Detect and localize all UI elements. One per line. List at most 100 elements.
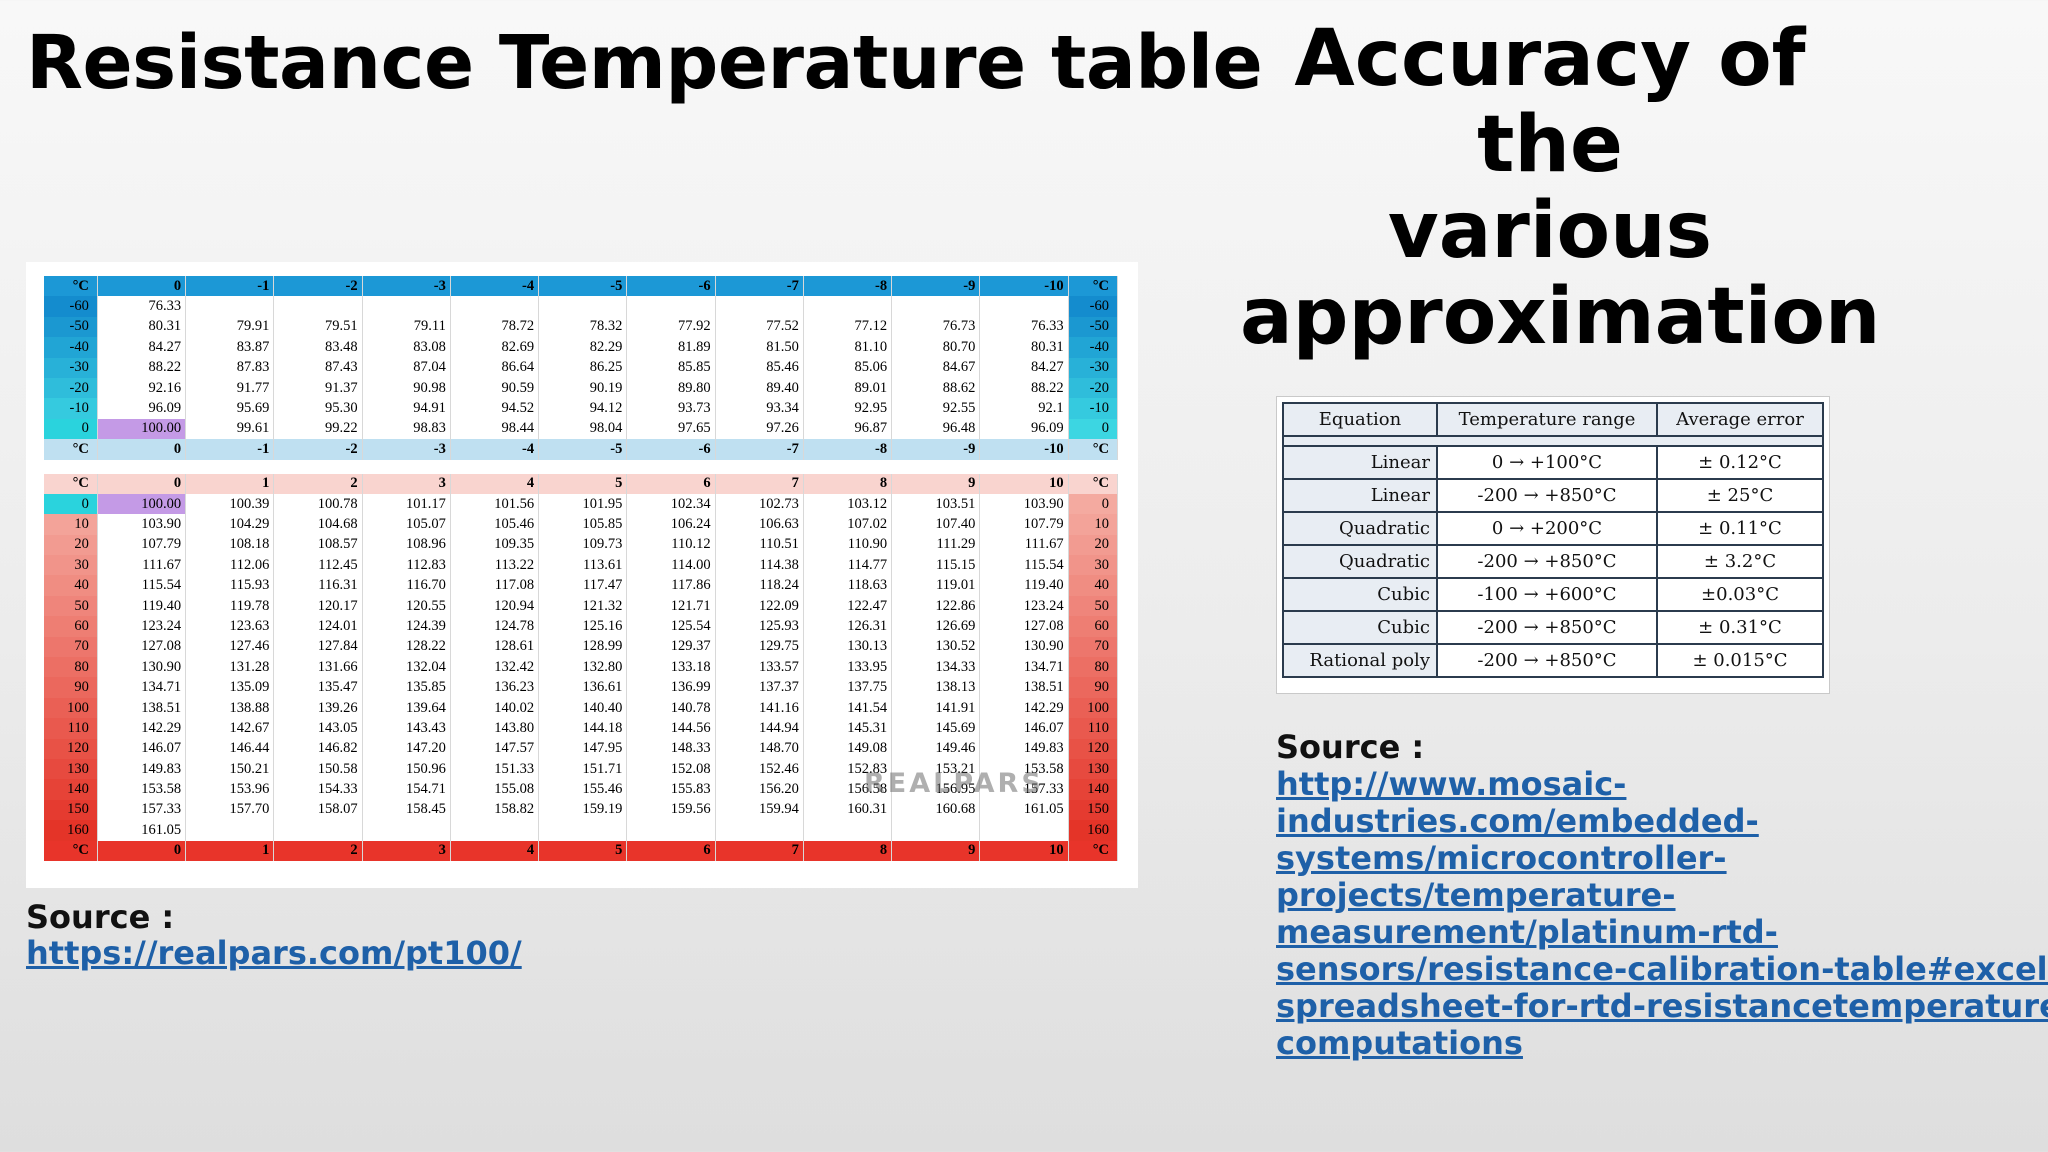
- row-temperature: 0: [44, 493, 98, 515]
- column-header: 2: [273, 840, 363, 861]
- column-header: 9: [891, 840, 981, 861]
- table-cell: 109.73: [538, 534, 628, 556]
- link-line[interactable]: computations: [1276, 1024, 1523, 1062]
- row-temperature: 0: [1068, 418, 1119, 440]
- table-cell: 77.52: [715, 316, 804, 338]
- range-cell: -100 → +600°C: [1436, 577, 1658, 612]
- table-cell: 110.90: [803, 534, 893, 556]
- column-header: 2: [273, 473, 363, 494]
- link-line[interactable]: http://www.mosaic-: [1276, 765, 1627, 803]
- table-cell: 107.79: [97, 534, 187, 556]
- table-cell: 87.43: [273, 357, 363, 378]
- table-cell: 98.04: [538, 418, 628, 440]
- table-cell: 133.95: [803, 657, 893, 678]
- column-header: °C: [44, 439, 98, 460]
- table-cell: 108.18: [185, 534, 275, 556]
- table-cell: 130.13: [803, 636, 893, 658]
- column-header: -4: [450, 276, 540, 297]
- table-cell: 155.08: [450, 779, 540, 800]
- table-cell: 143.80: [450, 718, 540, 739]
- table-cell: [803, 820, 893, 841]
- table-cell: 90.98: [362, 377, 451, 399]
- table-cell: 94.91: [362, 398, 451, 419]
- table-cell: 136.99: [626, 677, 716, 698]
- link-line[interactable]: measurement/platinum-rtd-: [1276, 913, 1778, 951]
- table-separator: [44, 459, 1118, 474]
- table-cell: 149.83: [97, 758, 187, 780]
- equation-cell: Rational poly: [1282, 643, 1438, 678]
- row-temperature: 20: [1068, 534, 1119, 556]
- row-temperature: 70: [44, 636, 98, 658]
- table-cell: 115.54: [979, 555, 1069, 576]
- range-cell: -200 → +850°C: [1436, 643, 1658, 678]
- table-cell: 94.52: [450, 398, 540, 419]
- table-cell: 114.38: [715, 555, 804, 576]
- left-source-link[interactable]: https://realpars.com/pt100/: [26, 934, 522, 972]
- link-line[interactable]: spreadsheet-for-rtd-resistancetemperatur…: [1276, 987, 2048, 1025]
- row-temperature: -40: [1068, 337, 1119, 358]
- table-cell: [450, 820, 540, 841]
- row-temperature: 90: [1068, 677, 1119, 698]
- table-cell: 157.33: [97, 799, 187, 821]
- table-cell: 88.62: [891, 377, 981, 399]
- table-cell: 159.56: [626, 799, 716, 821]
- title-line: approximation: [1240, 272, 1881, 362]
- table-cell: 158.82: [450, 799, 540, 821]
- table-cell: 144.56: [626, 718, 716, 739]
- error-cell: ± 0.11°C: [1656, 511, 1824, 546]
- table-cell: 136.23: [450, 677, 540, 698]
- table-cell: 153.96: [185, 779, 275, 800]
- table-cell: 106.24: [626, 514, 716, 535]
- table-cell: 152.46: [715, 758, 804, 780]
- table-cell: 125.16: [538, 616, 628, 637]
- accuracy-row: Cubic -200 → +850°C ± 0.31°C: [1282, 610, 1824, 645]
- table-cell: 140.78: [626, 697, 716, 719]
- table-cell: 129.75: [715, 636, 804, 658]
- table-cell: [362, 296, 451, 317]
- table-cell: 81.50: [715, 337, 804, 358]
- table-cell: 102.73: [715, 493, 804, 515]
- link-line[interactable]: sensors/resistance-calibration-table#exc…: [1276, 950, 2048, 988]
- column-header: Temperature range: [1436, 402, 1658, 437]
- table-cell: 156.20: [715, 779, 804, 800]
- table-cell: 107.79: [979, 514, 1069, 535]
- right-source-link[interactable]: http://www.mosaic- industries.com/embedd…: [1276, 766, 2048, 1062]
- table-row: 60 123.24 123.63 124.01 124.39 124.78 125.16 12…: [44, 616, 1119, 637]
- row-temperature: -50: [1068, 316, 1119, 338]
- table-cell: 103.12: [803, 493, 893, 515]
- table-row: -20 92.16 91.77 91.37 90.98 90.59 90.19 89.80 89…: [44, 377, 1119, 399]
- row-temperature: 100: [1068, 697, 1119, 719]
- link-line[interactable]: systems/microcontroller-: [1276, 839, 1727, 877]
- table-cell: 159.94: [715, 799, 804, 821]
- table-cell: 95.69: [185, 398, 275, 419]
- link-line[interactable]: industries.com/embedded-: [1276, 802, 1759, 840]
- table-cell: 139.64: [362, 697, 451, 719]
- table-cell: 114.77: [803, 555, 893, 576]
- column-header: -7: [715, 439, 804, 460]
- row-temperature: 90: [44, 677, 98, 698]
- table-cell: 105.85: [538, 514, 628, 535]
- table-cell: 110.51: [715, 534, 804, 556]
- column-header: -6: [626, 276, 716, 297]
- table-cell: 153.58: [979, 758, 1069, 780]
- column-header: 7: [715, 840, 804, 861]
- table-cell: 108.57: [273, 534, 363, 556]
- table-row: -10 96.09 95.69 95.30 94.91 94.52 94.12 93.73 93…: [44, 398, 1119, 419]
- table-cell: 157.33: [979, 779, 1069, 800]
- table-cell: 133.57: [715, 657, 804, 678]
- table-cell: 125.54: [626, 616, 716, 637]
- table-cell: [803, 296, 893, 317]
- row-temperature: -30: [1068, 357, 1119, 378]
- table-cell: 150.58: [273, 758, 363, 780]
- table-cell: 161.05: [97, 820, 187, 841]
- table-cell: 147.95: [538, 738, 628, 759]
- error-cell: ± 0.31°C: [1656, 610, 1824, 645]
- rtd-table-image: °C 0 -1 -2 -3 -4 -5 -6 -7 -8 -9 -10 °C -60 76.33 -60 -50…: [26, 262, 1138, 888]
- table-cell: 143.43: [362, 718, 451, 739]
- column-header: °C: [44, 840, 98, 861]
- table-cell: 105.07: [362, 514, 451, 535]
- link-line[interactable]: projects/temperature-: [1276, 876, 1676, 914]
- table-cell: [891, 820, 981, 841]
- table-cell: 92.55: [891, 398, 981, 419]
- table-cell: 119.01: [891, 575, 981, 596]
